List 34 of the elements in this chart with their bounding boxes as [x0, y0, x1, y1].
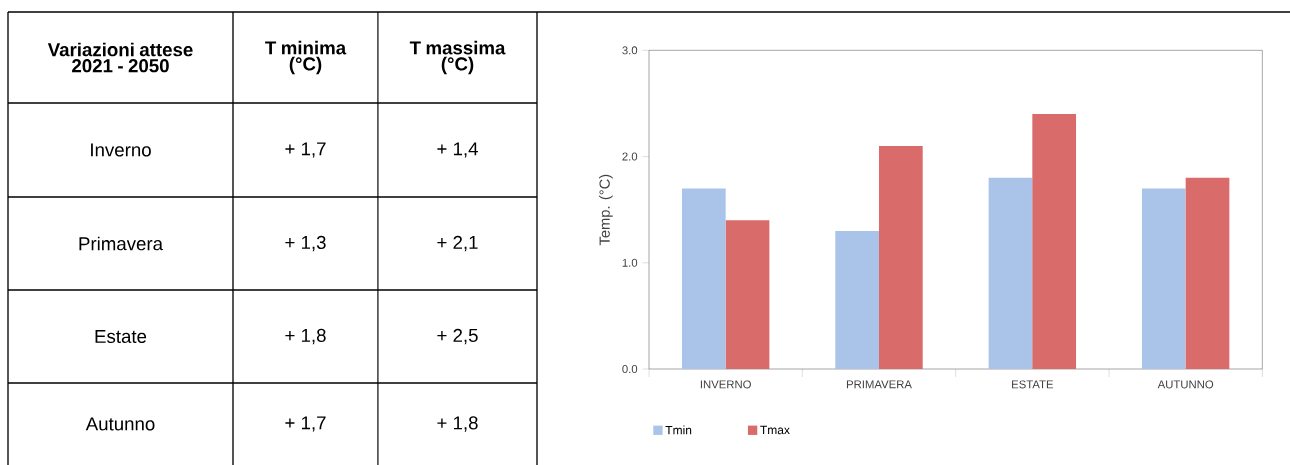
x-tick-label: INVERNO: [700, 380, 751, 389]
category-label: Estate: [95, 329, 147, 344]
data-label: + 1,8: [285, 328, 326, 345]
data-label: + 1,8: [437, 416, 478, 432]
x-tick-label: PRIMAVERA: [846, 380, 912, 389]
text: T minima (°C): [265, 40, 347, 75]
x-tick-label: AUTUNNO: [1157, 380, 1214, 389]
text: Variazioni attese 2021 - 2050: [47, 42, 193, 73]
bar: [1032, 114, 1077, 369]
y-tick-label: 2.0: [622, 152, 638, 161]
bar: [1185, 177, 1230, 369]
category-label: Autunno: [85, 417, 155, 431]
y-tick-label: 0.0: [622, 365, 638, 374]
data-label: + 1,7: [285, 142, 326, 158]
y-tick-label: 3.0: [622, 46, 638, 55]
data-label: + 1,7: [285, 416, 326, 432]
data-label: + 1,4: [437, 142, 478, 158]
bar: [988, 177, 1033, 369]
y-axis-title: Temp. (°C): [599, 174, 613, 246]
bar: [1141, 188, 1186, 369]
bar: [835, 230, 879, 369]
bar: [725, 220, 770, 369]
text: T massima (°C): [409, 40, 506, 75]
category-label: Primavera: [79, 236, 164, 251]
bar: [879, 145, 923, 369]
data-label: + 2,1: [437, 235, 478, 252]
x-tick-label: ESTATE: [1012, 380, 1054, 389]
data-label: + 1,3: [285, 235, 326, 252]
category-label: Inverno: [91, 143, 151, 157]
data-label: + 2,5: [437, 328, 478, 345]
y-tick-label: 1.0: [622, 258, 638, 267]
legend-label: Tmax: [760, 425, 790, 435]
bar: [681, 188, 726, 369]
legend-label: Tmin: [665, 425, 692, 435]
